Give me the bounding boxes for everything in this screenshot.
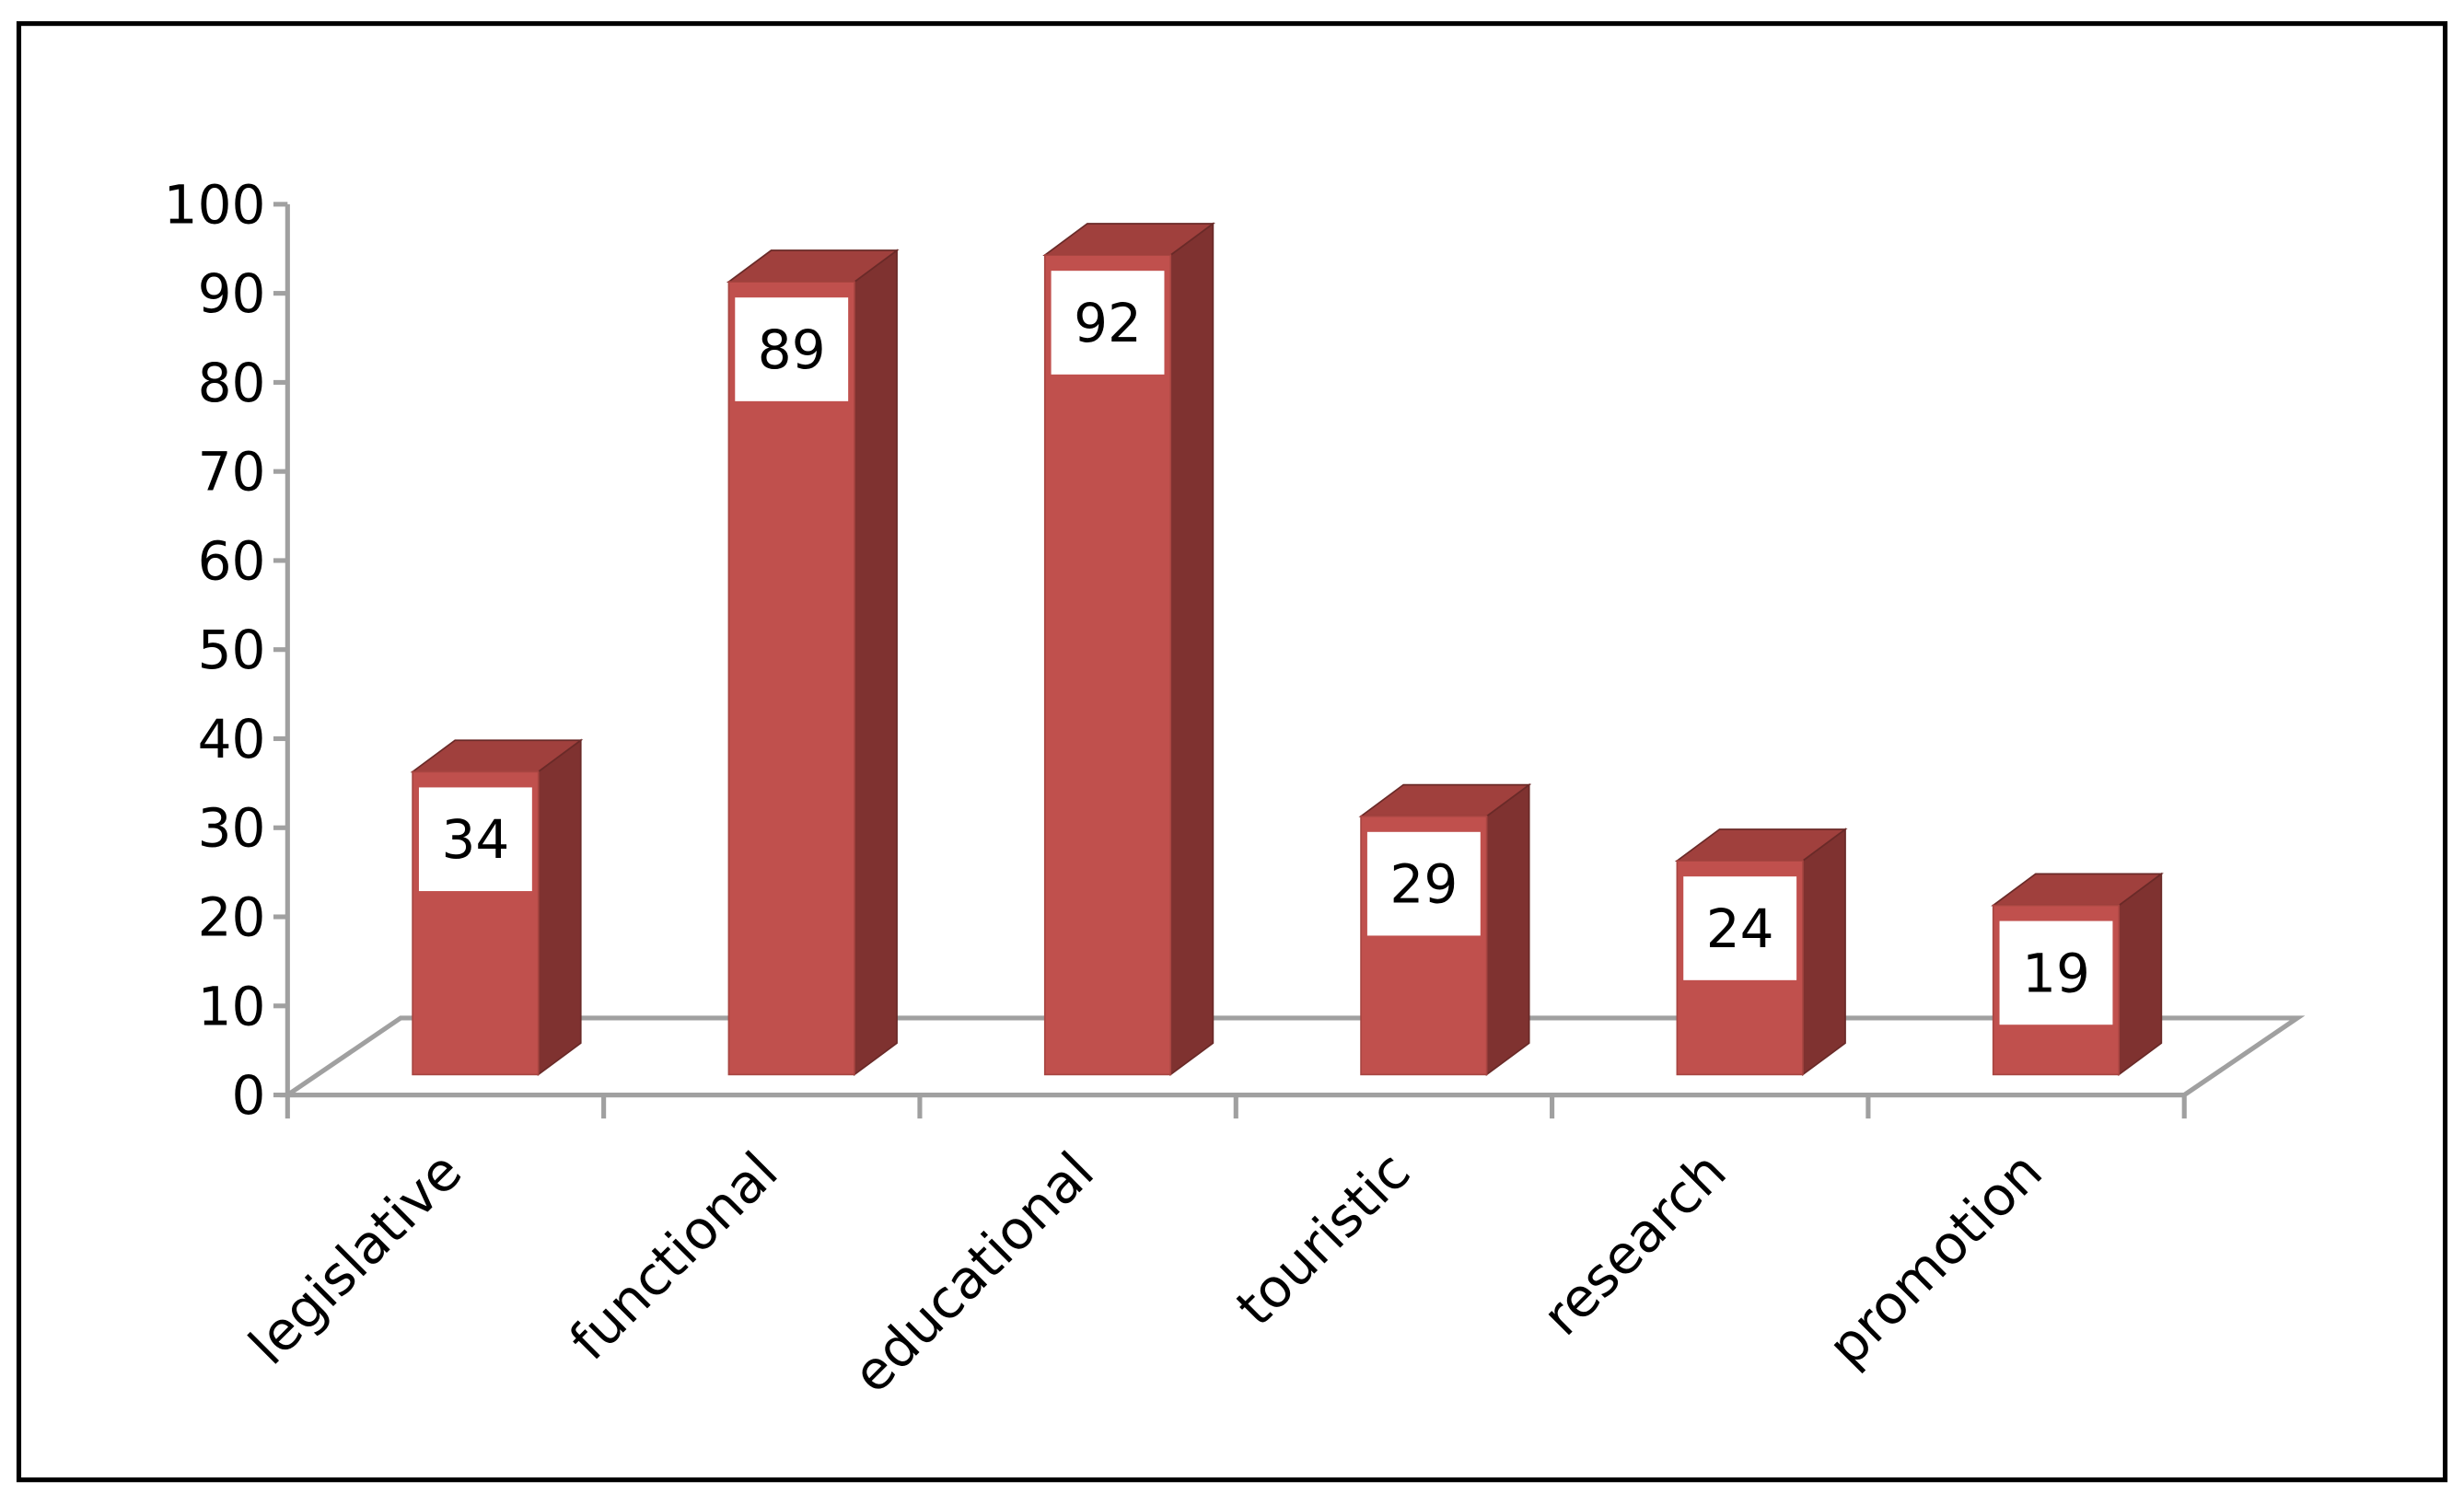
y-tick-label: 90 [198, 262, 266, 325]
y-tick-label: 10 [198, 975, 266, 1037]
y-tick-label: 60 [198, 529, 266, 592]
y-tick-label: 0 [231, 1064, 265, 1127]
data-label: 29 [1389, 853, 1458, 916]
bar-side [2118, 872, 2163, 1077]
data-label-box [1683, 876, 1797, 980]
y-tick-label: 20 [198, 886, 266, 948]
y-tick-label: 80 [198, 352, 266, 414]
data-label: 34 [441, 808, 509, 871]
data-label: 19 [2022, 942, 2090, 1004]
data-label-box [418, 787, 532, 892]
bar-side [537, 738, 582, 1077]
data-label: 24 [1706, 897, 1774, 960]
bar-side [1802, 828, 1846, 1077]
y-tick-label: 50 [198, 619, 266, 681]
chart-border [16, 21, 2448, 1483]
y-tick-label: 40 [198, 708, 266, 770]
bar-side [1485, 782, 1530, 1077]
data-label-box [735, 297, 849, 401]
bar-front [727, 281, 855, 1076]
y-tick-label: 30 [198, 797, 266, 860]
data-label-box [1999, 920, 2113, 1025]
data-label-box [1366, 831, 1481, 936]
y-tick-label: 70 [198, 441, 266, 504]
y-tick-label: 100 [164, 173, 266, 236]
bar-side [1169, 222, 1215, 1077]
data-label-box [1051, 271, 1165, 375]
bar-front [1043, 254, 1172, 1076]
data-label: 92 [1074, 292, 1142, 354]
bar-side [854, 249, 898, 1077]
data-label: 89 [758, 318, 826, 381]
bar [726, 249, 900, 1077]
bar [1042, 222, 1215, 1077]
